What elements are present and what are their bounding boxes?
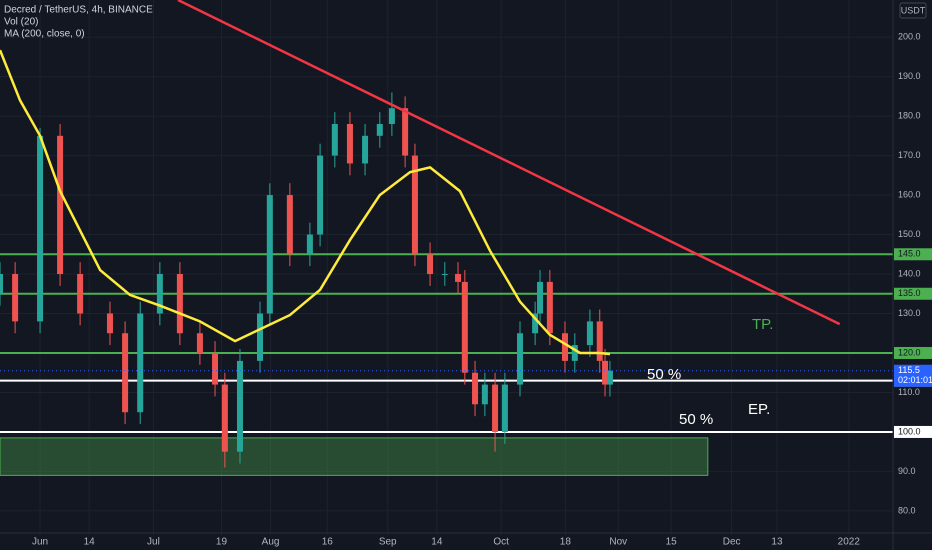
y-tick-label: 150.0 bbox=[898, 229, 921, 239]
y-tick-label: 90.0 bbox=[898, 466, 916, 476]
trendline bbox=[177, 0, 841, 326]
x-tick-label: 16 bbox=[322, 537, 334, 548]
level-label-box bbox=[894, 425, 932, 438]
level-label: 145.0 bbox=[898, 249, 921, 259]
candle-body bbox=[586, 321, 593, 346]
x-tick-label: Aug bbox=[262, 537, 280, 548]
candle-body bbox=[286, 195, 293, 255]
x-tick-label: 19 bbox=[216, 537, 228, 548]
candle-body bbox=[537, 281, 544, 314]
candle-body bbox=[411, 155, 418, 255]
candle-body bbox=[266, 195, 273, 314]
candle-body bbox=[602, 360, 609, 385]
candle-body bbox=[346, 123, 353, 164]
plot-area: TP. 50 % EP. 50 % bbox=[0, 0, 893, 476]
candle-body bbox=[441, 274, 448, 276]
level-label: 100.0 bbox=[898, 426, 921, 436]
x-tick-label: Oct bbox=[493, 537, 509, 548]
level-label: 135.0 bbox=[898, 288, 921, 298]
x-tick-label: Sep bbox=[379, 537, 397, 548]
candle-body bbox=[376, 123, 383, 136]
candle-body bbox=[37, 135, 44, 322]
x-tick-label: Nov bbox=[609, 537, 627, 548]
candle-body bbox=[388, 108, 395, 124]
x-tick-label: 2022 bbox=[838, 537, 861, 548]
y-tick-label: 130.0 bbox=[898, 308, 921, 318]
countdown-label: 02:01:01 bbox=[898, 375, 932, 385]
candle-body bbox=[106, 313, 113, 334]
y-tick-label: 180.0 bbox=[898, 110, 921, 120]
support-zone bbox=[0, 437, 709, 476]
candle-body bbox=[517, 333, 524, 385]
candle-body bbox=[571, 345, 578, 361]
x-tick-label: Dec bbox=[723, 537, 741, 548]
candle-body bbox=[455, 274, 462, 282]
candle-body bbox=[212, 352, 219, 385]
candle-body bbox=[596, 321, 603, 361]
x-tick-label: 13 bbox=[771, 537, 783, 548]
indicator-label: Vol (20) bbox=[4, 17, 38, 28]
level-label: 120.0 bbox=[898, 347, 921, 357]
last-price-label: 115.5 bbox=[898, 365, 920, 375]
currency-box[interactable] bbox=[899, 2, 927, 19]
candle-body bbox=[137, 313, 144, 413]
candle-body bbox=[331, 123, 338, 156]
axes: 80.0 90.0 100.0 110.0 120.0 130.0 140.0 150.0 16… bbox=[32, 31, 932, 548]
candle-body bbox=[196, 333, 203, 353]
indicator-label: MA (200, close, 0) bbox=[4, 29, 85, 40]
candle-body bbox=[0, 274, 3, 294]
y-tick-label: 140.0 bbox=[898, 268, 921, 278]
candle-body bbox=[156, 274, 163, 314]
y-tick-label: 170.0 bbox=[898, 150, 921, 160]
chart-title: Decred / TetherUS, 4h, BINANCE bbox=[4, 5, 153, 16]
candle-body bbox=[461, 281, 468, 373]
candle-body bbox=[472, 372, 479, 405]
candle-body bbox=[362, 135, 369, 164]
level-label-box bbox=[894, 287, 932, 300]
candle-body bbox=[122, 333, 129, 413]
candle-body bbox=[606, 370, 613, 385]
y-tick-label: 200.0 bbox=[898, 31, 921, 41]
y-tick-label: 110.0 bbox=[898, 387, 920, 397]
candle-body bbox=[481, 384, 488, 405]
candle-body bbox=[257, 313, 264, 361]
candle-body bbox=[492, 384, 499, 432]
candle-body bbox=[77, 274, 84, 314]
candle-body bbox=[561, 333, 568, 361]
candle-body bbox=[546, 281, 553, 334]
x-tick-label: 14 bbox=[84, 537, 96, 548]
annotation: 50 % bbox=[679, 411, 713, 428]
x-tick-label: Jun bbox=[32, 537, 48, 548]
moving-average bbox=[0, 49, 611, 356]
candle-body bbox=[221, 384, 228, 452]
candle-body bbox=[532, 313, 539, 334]
candle-body bbox=[306, 234, 313, 255]
x-tick-label: 18 bbox=[560, 537, 572, 548]
candle-body bbox=[176, 274, 183, 334]
level-label-box bbox=[894, 346, 932, 359]
y-tick-label: 160.0 bbox=[898, 189, 921, 199]
candle-body bbox=[57, 135, 64, 275]
annotation: EP. bbox=[748, 401, 770, 418]
candle-body bbox=[427, 254, 434, 275]
y-tick-label: 190.0 bbox=[898, 71, 921, 81]
annotation: 50 % bbox=[647, 366, 681, 383]
x-tick-label: Jul bbox=[147, 537, 160, 548]
candle-body bbox=[236, 360, 243, 452]
candle-body bbox=[402, 108, 409, 156]
x-tick-label: 14 bbox=[431, 537, 443, 548]
x-tick-label: 15 bbox=[666, 537, 678, 548]
candle-body bbox=[12, 274, 19, 322]
candle-body bbox=[501, 384, 508, 432]
candle-body bbox=[317, 155, 324, 235]
currency-label[interactable]: USDT bbox=[901, 5, 926, 15]
level-label-box bbox=[894, 248, 932, 261]
annotation: TP. bbox=[752, 316, 773, 333]
last-price-box bbox=[894, 364, 932, 387]
y-tick-label: 80.0 bbox=[898, 505, 916, 515]
